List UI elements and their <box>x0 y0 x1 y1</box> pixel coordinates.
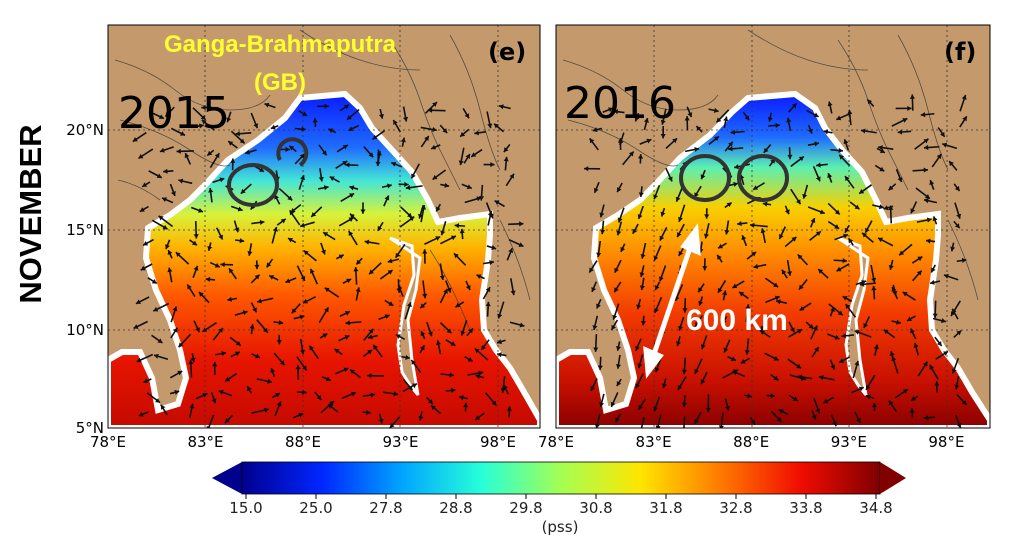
distance-label: 600 km <box>686 304 788 337</box>
x-tick: 88°E <box>733 433 769 451</box>
eddy-circles <box>679 154 789 202</box>
colorbar-tick: 29.8 <box>509 499 542 517</box>
ocean-sss-field <box>556 90 990 428</box>
current-arrows <box>583 94 968 428</box>
x-tick: 98°E <box>480 433 516 451</box>
colorbar-bar <box>241 461 881 495</box>
panel-tag-e: (e) <box>488 38 526 66</box>
colorbar-tick: 15.0 <box>229 499 262 517</box>
y-tick: 5°N <box>76 419 104 437</box>
colorbar-min-extend <box>212 462 242 494</box>
x-tick: 83°E <box>187 433 223 451</box>
gb-annotation-line-2: (GB) <box>254 69 306 96</box>
x-tick: 78°E <box>538 433 574 451</box>
colorbar-max-extend <box>880 462 906 494</box>
colorbar-tick: 31.8 <box>649 499 682 517</box>
x-tick: 78°E <box>90 433 126 451</box>
year-label-f: 2016 <box>564 78 676 129</box>
panel-f-frame <box>555 24 991 429</box>
y-tick: 10°N <box>66 321 104 339</box>
colorbar-tick: 27.8 <box>369 499 402 517</box>
current-arrows <box>132 101 525 428</box>
x-tick: 83°E <box>636 433 672 451</box>
panel-tag-f: (f) <box>944 38 976 66</box>
ocean-sss-field <box>108 90 540 428</box>
y-tick-labels: 20°N 15°N 10°N 5°N <box>66 121 104 437</box>
x-tick: 93°E <box>382 433 418 451</box>
x-tick-labels-e: 78°E 83°E 88°E 93°E 98°E <box>90 433 516 451</box>
x-tick: 93°E <box>831 433 867 451</box>
x-tick: 98°E <box>928 433 964 451</box>
colorbar-tick-labels: 15.0 25.0 27.8 28.8 29.8 30.8 31.8 32.8 33.8 34.8 <box>229 494 893 517</box>
colorbar: 15.0 25.0 27.8 28.8 29.8 30.8 31.8 32.8 33.8 34.8… <box>212 461 906 536</box>
colorbar-tick: 33.8 <box>789 499 822 517</box>
panel-e-frame <box>107 24 541 429</box>
panel-e <box>108 25 540 428</box>
year-label-e: 2015 <box>118 88 230 139</box>
panel-f <box>556 25 990 428</box>
colorbar-tick: 30.8 <box>579 499 612 517</box>
gb-annotation-line-1: Ganga-Brahmaputra <box>164 31 397 58</box>
y-tick: 15°N <box>66 221 104 239</box>
x-tick-labels-f: 78°E 83°E 88°E 93°E 98°E <box>538 433 964 451</box>
colorbar-unit: (pss) <box>542 518 579 536</box>
y-tick: 20°N <box>66 121 104 139</box>
colorbar-tick: 25.0 <box>299 499 332 517</box>
colorbar-tick: 32.8 <box>719 499 752 517</box>
distance-arrow <box>643 223 701 379</box>
eddy-circles <box>227 137 309 207</box>
colorbar-tick: 28.8 <box>439 499 472 517</box>
x-tick: 88°E <box>285 433 321 451</box>
colorbar-tick: 34.8 <box>859 499 892 517</box>
